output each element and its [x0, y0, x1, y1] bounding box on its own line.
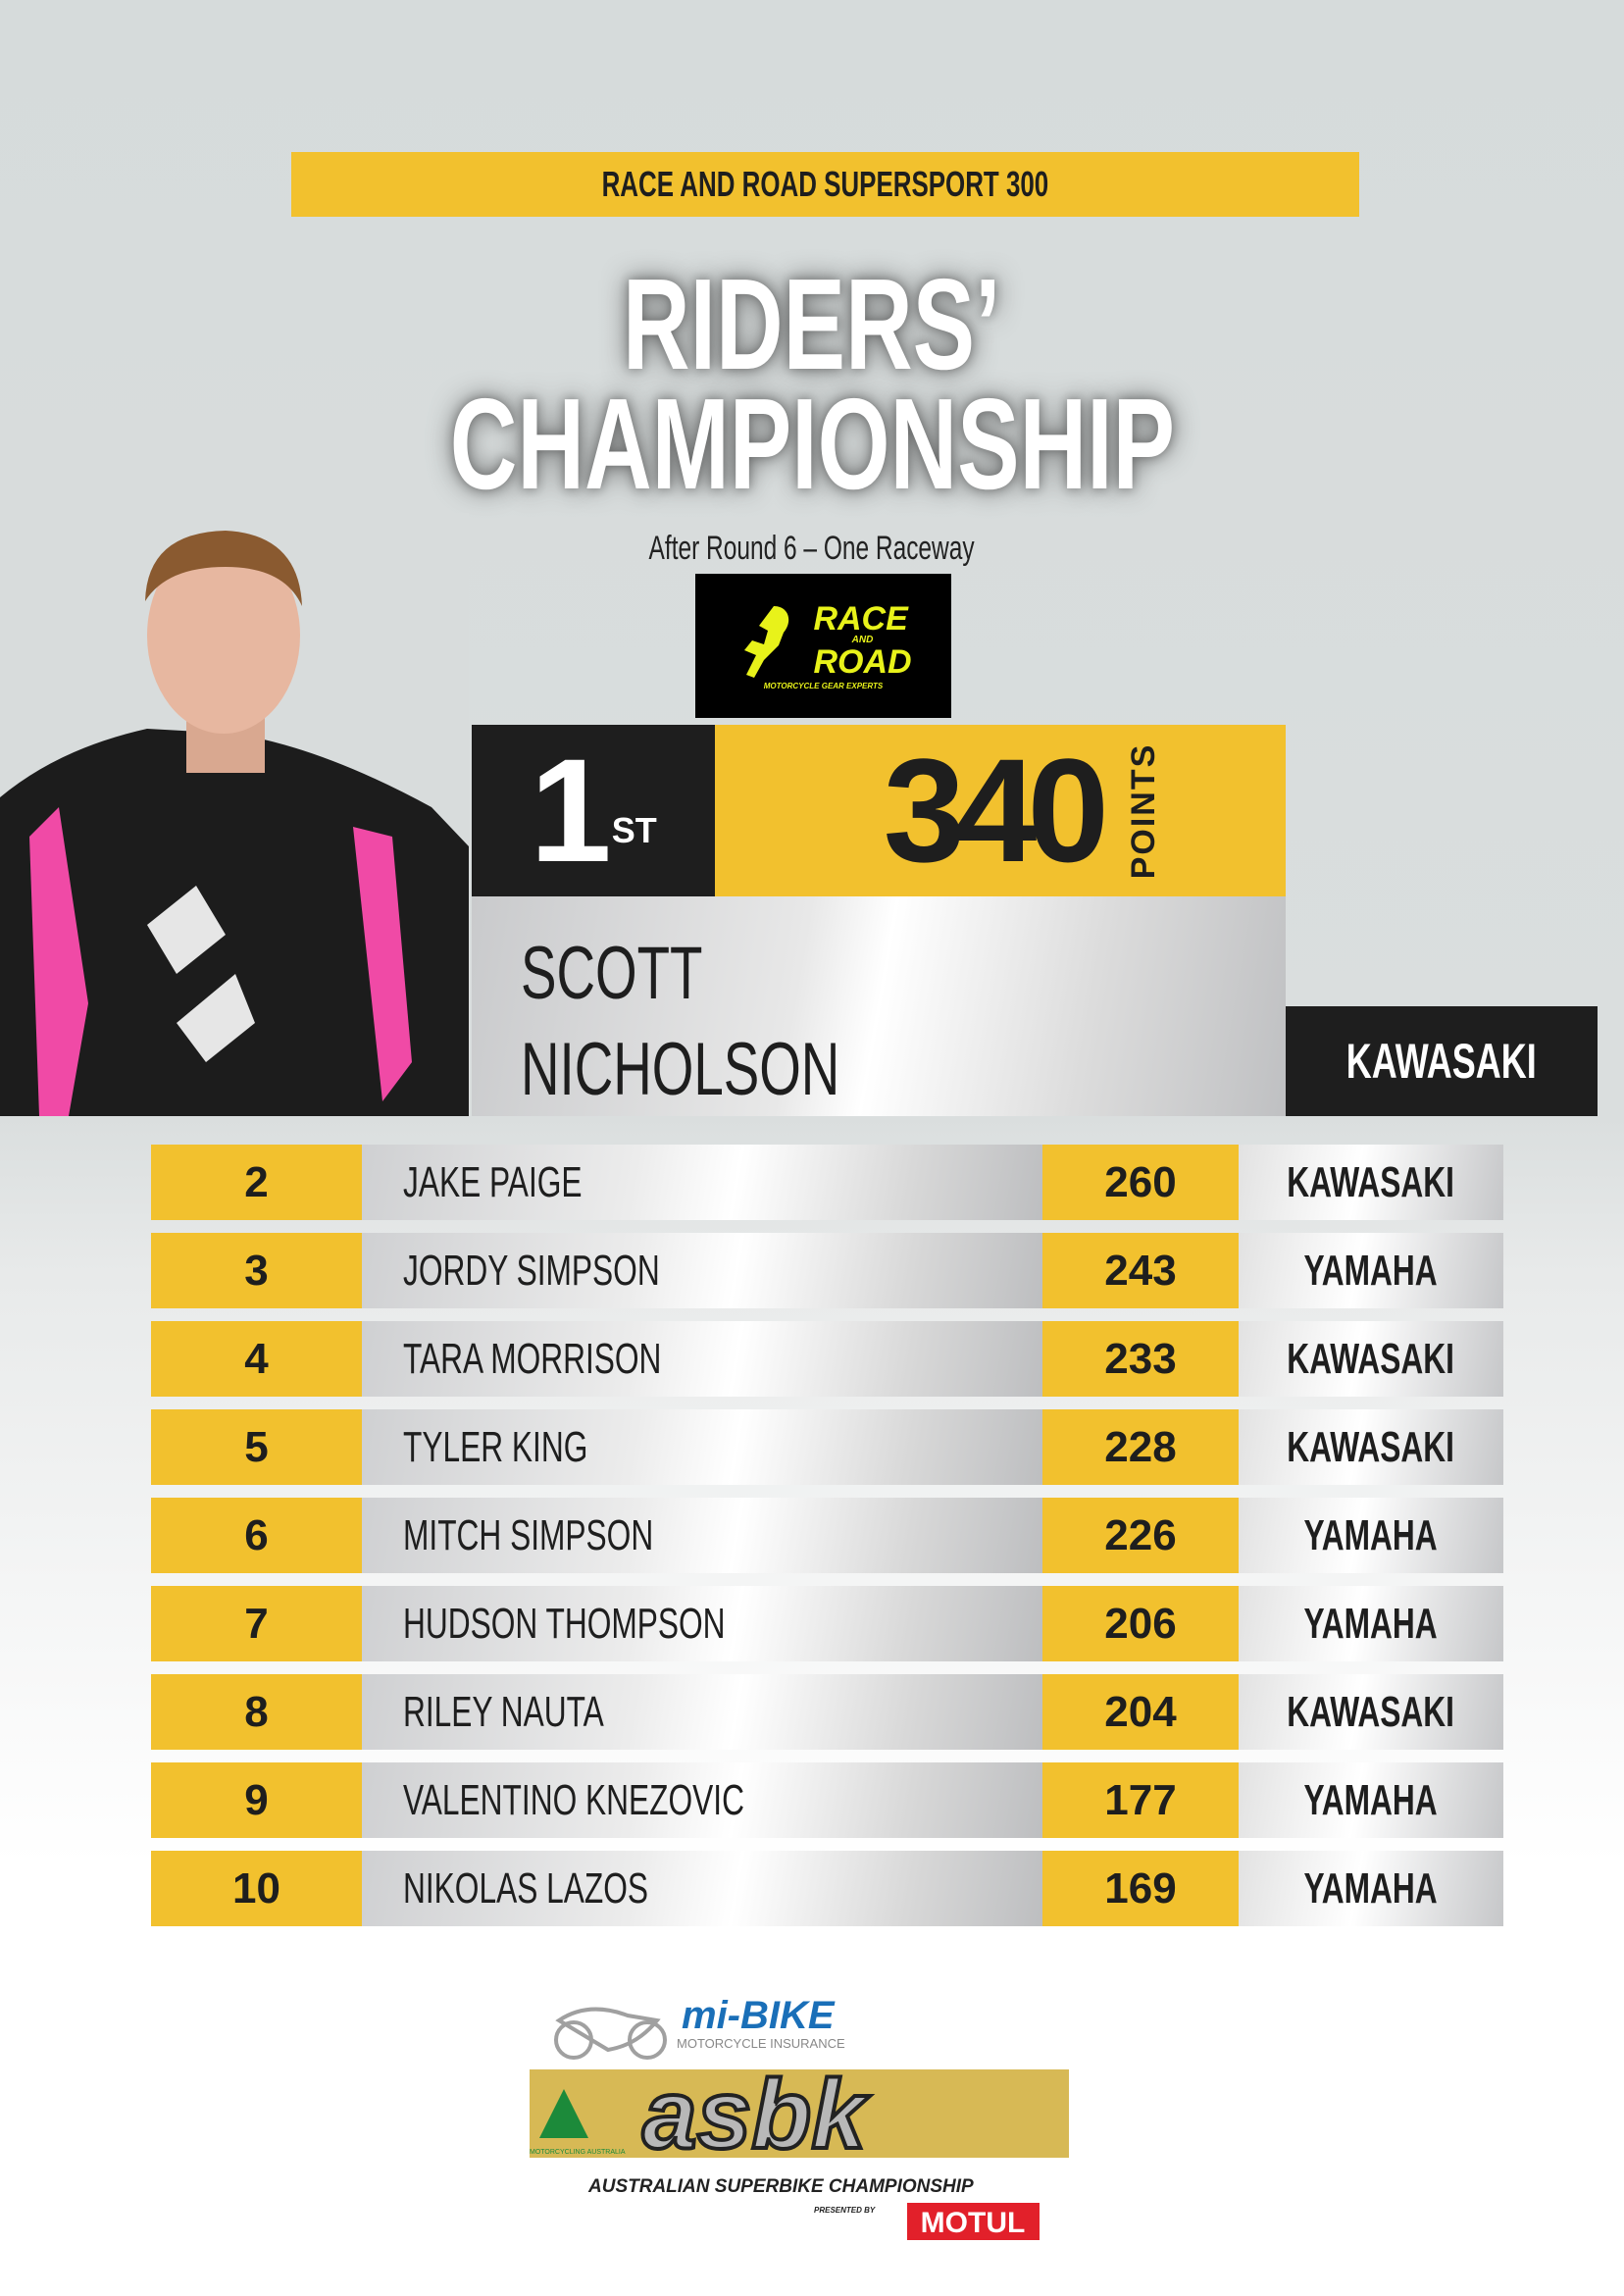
position: 4: [151, 1321, 362, 1397]
title-line-1: RIDERS’: [623, 252, 1001, 396]
position: 2: [151, 1145, 362, 1220]
asbk-name: AUSTRALIAN SUPERBIKE CHAMPIONSHIP: [587, 2176, 974, 2197]
leader-first-name: SCOTT: [521, 932, 703, 1015]
points: 177: [1042, 1762, 1239, 1838]
points: 228: [1042, 1409, 1239, 1485]
team: KAWASAKI: [1287, 1687, 1455, 1736]
position: 6: [151, 1498, 362, 1573]
table-row: 6 MITCH SIMPSON 226 YAMAHA: [151, 1498, 1503, 1573]
leader-team-text: KAWASAKI: [1345, 1034, 1538, 1089]
rider-name: TYLER KING: [403, 1422, 588, 1471]
asbk-mark: asbk: [642, 2060, 870, 2169]
points: 204: [1042, 1674, 1239, 1750]
leader-header: 1 ST 340 POINTS: [472, 725, 1286, 896]
table-row: 4 TARA MORRISON 233 KAWASAKI: [151, 1321, 1503, 1397]
logo-line2: AND: [851, 635, 874, 645]
leader-team: KAWASAKI: [1286, 1006, 1598, 1116]
team: KAWASAKI: [1287, 1157, 1455, 1206]
mibike-sub: MOTORCYCLE INSURANCE: [677, 2036, 845, 2051]
leader-last-name: NICHOLSON: [521, 1028, 840, 1111]
leader-name: SCOTT NICHOLSON: [472, 896, 1286, 1116]
rider-silhouette-icon: [744, 606, 789, 678]
table-row: 10 NIKOLAS LAZOS 169 YAMAHA: [151, 1851, 1503, 1926]
position: 7: [151, 1586, 362, 1661]
table-row: 3 JORDY SIMPSON 243 YAMAHA: [151, 1233, 1503, 1308]
series-title: RACE AND ROAD SUPERSPORT 300: [601, 164, 1049, 204]
position: 5: [151, 1409, 362, 1485]
team: YAMAHA: [1303, 1599, 1439, 1648]
series-banner: RACE AND ROAD SUPERSPORT 300: [291, 152, 1359, 217]
leader-position-number: 1: [530, 728, 612, 893]
logo-tagline: MOTORCYCLE GEAR EXPERTS: [763, 682, 884, 690]
leader-points-value: 340: [883, 728, 1109, 893]
table-row: 2 JAKE PAIGE 260 KAWASAKI: [151, 1145, 1503, 1220]
rider-photo: [0, 513, 469, 1116]
position: 8: [151, 1674, 362, 1750]
leader-points: 340 POINTS: [715, 725, 1286, 896]
team: KAWASAKI: [1287, 1334, 1455, 1383]
asbk-logo: mi-BIKE MOTORCYCLE INSURANCE MOTORCYCLIN…: [520, 1991, 1108, 2246]
table-row: 9 VALENTINO KNEZOVIC 177 YAMAHA: [151, 1762, 1503, 1838]
points: 206: [1042, 1586, 1239, 1661]
table-row: 5 TYLER KING 228 KAWASAKI: [151, 1409, 1503, 1485]
rider-name: MITCH SIMPSON: [403, 1510, 654, 1559]
team: YAMAHA: [1303, 1246, 1439, 1295]
race-and-road-logo: RACE AND ROAD MOTORCYCLE GEAR EXPERTS: [695, 574, 951, 718]
leader-position: 1 ST: [472, 725, 715, 896]
round-subtitle: After Round 6 – One Raceway: [0, 530, 1624, 568]
team: YAMAHA: [1303, 1863, 1439, 1913]
position: 3: [151, 1233, 362, 1308]
motul-logo: MOTUL: [921, 2207, 1026, 2239]
mibike-brand: mi-BIKE: [682, 1994, 836, 2037]
logo-line1: RACE: [813, 600, 908, 638]
rider-name: RILEY NAUTA: [403, 1687, 604, 1736]
points: 243: [1042, 1233, 1239, 1308]
team: YAMAHA: [1303, 1510, 1439, 1559]
page-title: RIDERS’ CHAMPIONSHIP: [0, 252, 1624, 516]
points: 169: [1042, 1851, 1239, 1926]
ma-text: MOTORCYCLING AUSTRALIA: [530, 2149, 626, 2156]
rider-name: JAKE PAIGE: [403, 1157, 583, 1206]
table-row: 7 HUDSON THOMPSON 206 YAMAHA: [151, 1586, 1503, 1661]
rider-name: NIKOLAS LAZOS: [403, 1863, 649, 1913]
presented-by: PRESENTED BY: [814, 2206, 876, 2215]
points: 226: [1042, 1498, 1239, 1573]
table-row: 8 RILEY NAUTA 204 KAWASAKI: [151, 1674, 1503, 1750]
rider-name: VALENTINO KNEZOVIC: [403, 1775, 744, 1824]
position: 10: [151, 1851, 362, 1926]
standings-table: 2 JAKE PAIGE 260 KAWASAKI 3 JORDY SIMPSON 243…: [151, 1145, 1503, 1939]
leader-points-label: POINTS: [1125, 742, 1163, 879]
rider-name: HUDSON THOMPSON: [403, 1599, 726, 1648]
team: YAMAHA: [1303, 1775, 1439, 1824]
subtitle-text: After Round 6 – One Raceway: [648, 530, 976, 567]
points: 260: [1042, 1145, 1239, 1220]
title-line-2: CHAMPIONSHIP: [449, 372, 1175, 516]
logo-line3: ROAD: [813, 643, 912, 681]
rider-name: JORDY SIMPSON: [403, 1246, 660, 1295]
leader-position-suffix: ST: [611, 809, 657, 850]
team: KAWASAKI: [1287, 1422, 1455, 1471]
points: 233: [1042, 1321, 1239, 1397]
position: 9: [151, 1762, 362, 1838]
rider-name: TARA MORRISON: [403, 1334, 662, 1383]
